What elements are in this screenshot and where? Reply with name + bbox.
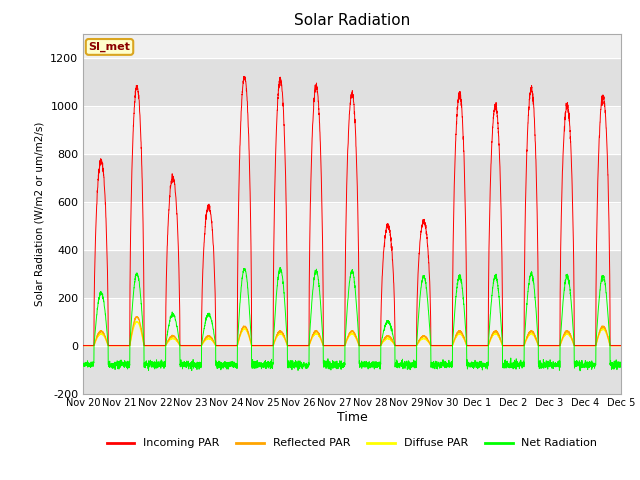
Bar (83, 58, 621, 106)
Bar (83, 298, 621, 346)
Bar (83, 250, 621, 298)
Bar (83, 154, 621, 202)
X-axis label: Time: Time (337, 411, 367, 424)
Legend: Incoming PAR, Reflected PAR, Diffuse PAR, Net Radiation: Incoming PAR, Reflected PAR, Diffuse PAR… (102, 434, 602, 453)
Title: Solar Radiation: Solar Radiation (294, 13, 410, 28)
Bar (83, 346, 621, 394)
Text: SI_met: SI_met (88, 42, 131, 52)
Bar (83, 106, 621, 154)
Bar (83, 34, 621, 58)
Bar (83, 202, 621, 250)
Y-axis label: Solar Radiation (W/m2 or um/m2/s): Solar Radiation (W/m2 or um/m2/s) (35, 121, 45, 306)
